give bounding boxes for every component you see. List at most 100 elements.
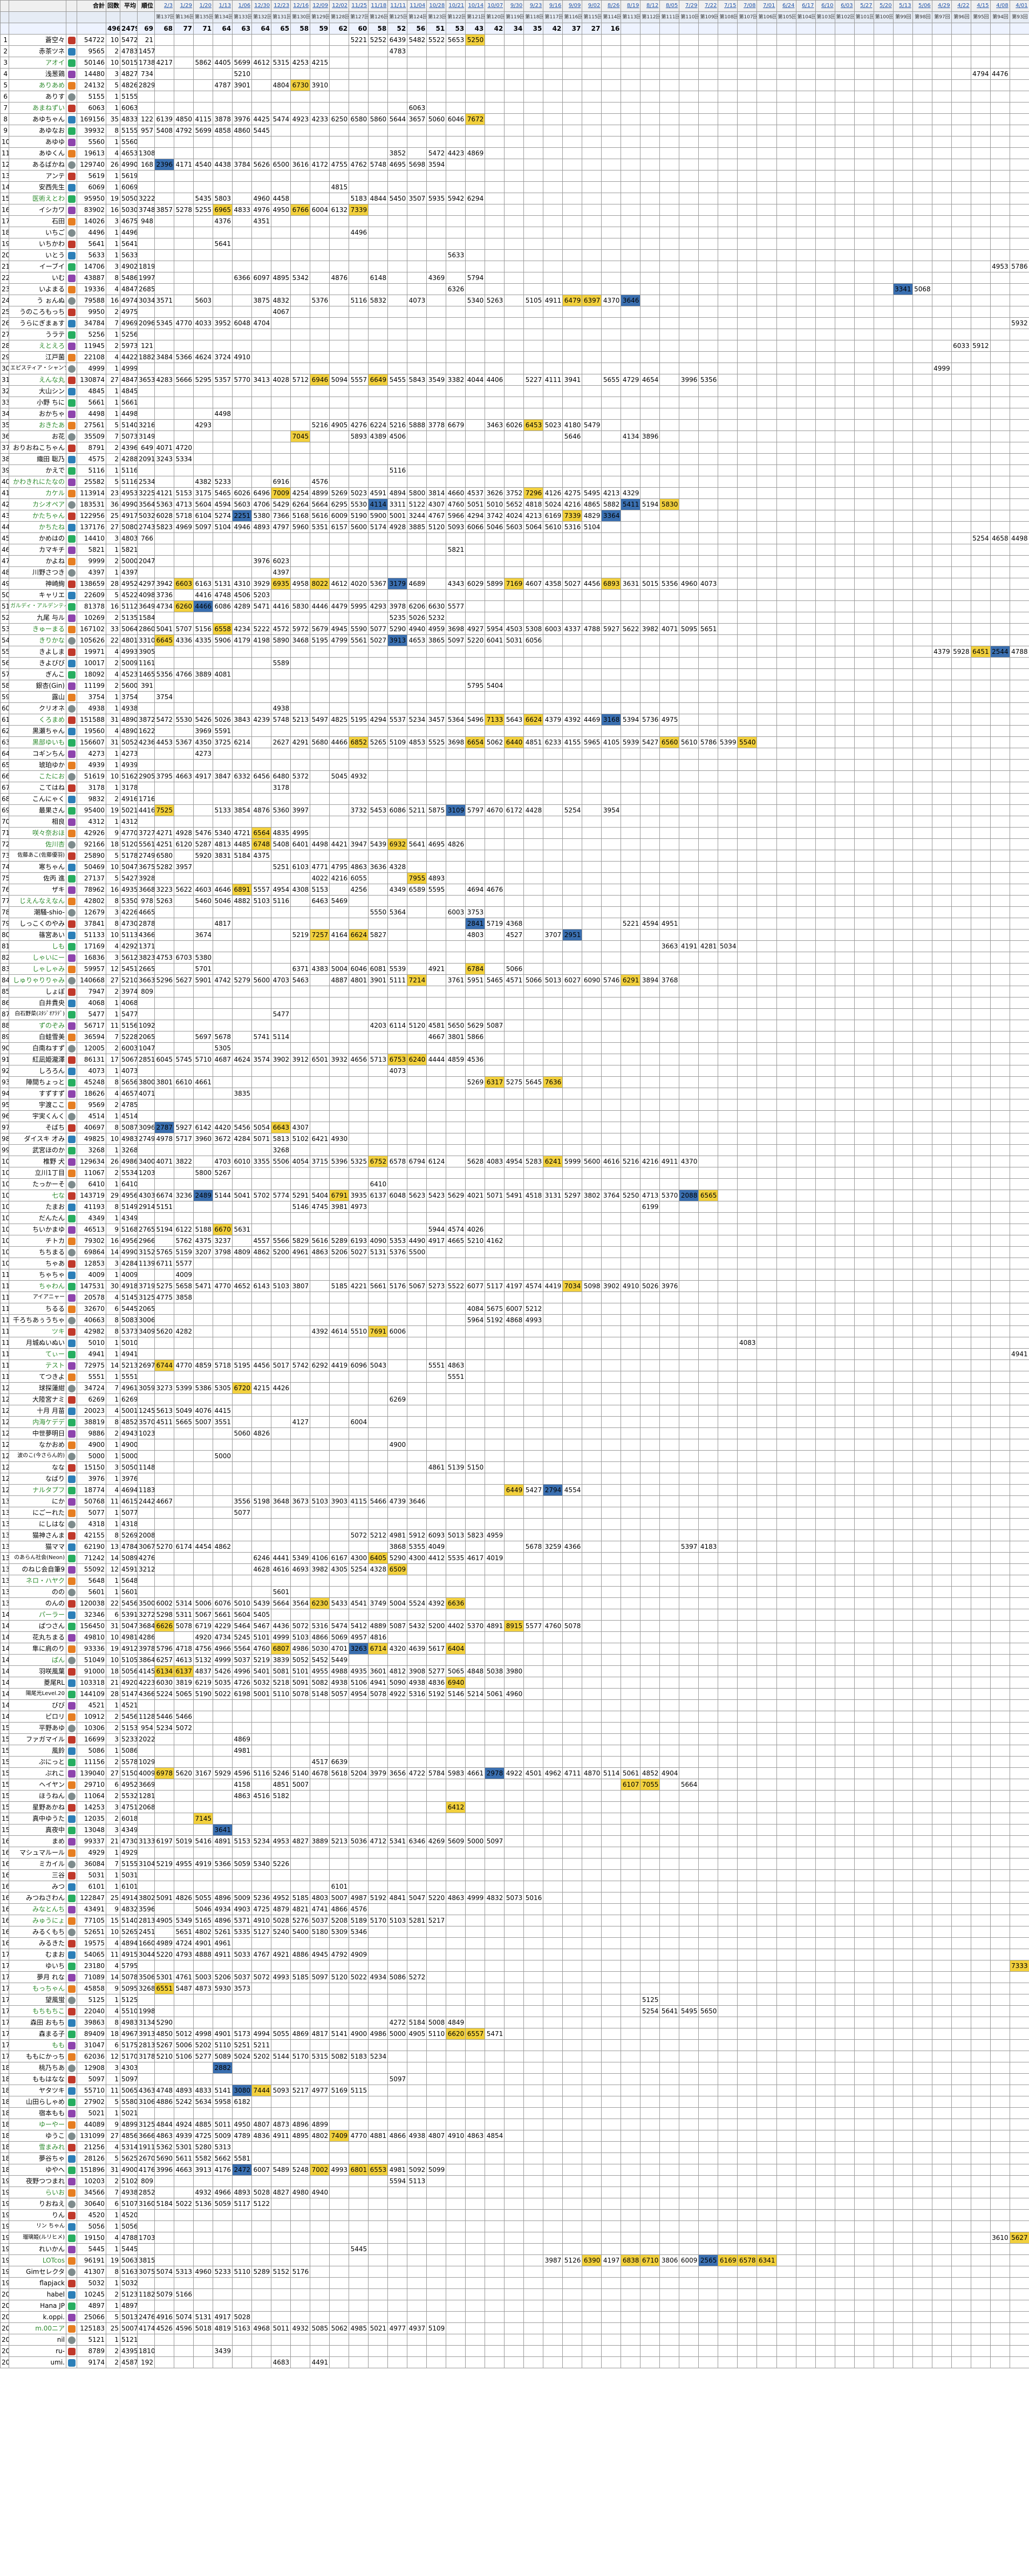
table-row[interactable]: 31えんな丸1308742748473653428356665295535757… <box>0 374 1029 386</box>
table-row[interactable]: 72佐川杏92166185120556142516120528748134485… <box>0 838 1029 850</box>
table-row[interactable]: 60クリオネ4938149384938 <box>0 702 1029 714</box>
table-row[interactable]: 77じえんなえなん4280285350978526354605046488251… <box>0 895 1029 907</box>
table-row[interactable]: 9 あゆなお 39932 8 5155 957 5408 4792 5699 4858 4860 54… <box>0 125 1029 136</box>
table-row[interactable]: 76ザキ789621649353668322356224603464668915… <box>0 884 1029 896</box>
table-row[interactable]: 57ぎんこ180924452314655356476638894081 <box>0 668 1029 680</box>
table-row[interactable]: 25うのころもっち9950249754067 <box>0 306 1029 318</box>
table-row[interactable]: 26うらにぎまぁす3478474969209653454770403339526… <box>0 317 1029 329</box>
table-row[interactable]: 48川野さつき4397143974397 <box>0 566 1029 578</box>
table-row[interactable]: 11あゆくん196134465313083852547244234869 <box>0 147 1029 159</box>
table-row[interactable]: 89白蛙雪美3659475228206556975678574151144667… <box>0 1031 1029 1043</box>
table-row[interactable]: 22いむ438878548619976366609748955342487661… <box>0 272 1029 284</box>
table-row[interactable]: 32大山シン484514845 <box>0 385 1029 397</box>
table-row[interactable]: 16イシカワ8390216503037483857527852556965483… <box>0 204 1029 216</box>
date-link[interactable]: 9/16 <box>543 0 563 12</box>
table-row[interactable]: 61くろまめ1515883148903872547255305426502638… <box>0 714 1029 726</box>
table-row[interactable]: 85しょぼ794723974809 <box>0 986 1029 997</box>
table-row[interactable]: 36お花355097507331497045589343894506564641… <box>0 431 1029 442</box>
table-row[interactable]: 23いよまる19336448472685632633415068 <box>0 283 1029 295</box>
table-row[interactable]: 13アンテ561915619 <box>0 170 1029 182</box>
table-row[interactable]: 10あゆゆ556015560 <box>0 136 1029 148</box>
date-link[interactable]: 12/30 <box>251 0 272 12</box>
table-row[interactable]: 66こたにお5161910516229053795466349173847633… <box>0 770 1029 782</box>
date-link[interactable]: 5/13 <box>892 0 913 12</box>
table-row[interactable]: 40かわきれにたなの255825511625344382523369164576 <box>0 476 1029 488</box>
date-link[interactable]: 1/13 <box>213 0 233 12</box>
date-link[interactable]: 9/23 <box>523 0 544 12</box>
table-row[interactable]: 55きよしま1997144993390543795928645125444788 <box>0 646 1029 658</box>
table-row[interactable]: 6 ありす 5155 1 5155 <box>0 91 1029 103</box>
table-row[interactable]: 17石田140263467594843764351 <box>0 215 1029 227</box>
table-row[interactable]: 27うラテ525615256 <box>0 329 1029 340</box>
date-link[interactable]: 7/22 <box>698 0 719 12</box>
table-row[interactable]: 54きりかな1056262248013310664543364335590641… <box>0 634 1029 646</box>
table-row[interactable]: 82しゃいにー16836356123823475367035380 <box>0 952 1029 964</box>
table-row[interactable]: 19いちかわ5641156415641 <box>0 238 1029 250</box>
table-row[interactable]: 74寒ちゃん5046910504736755282395752516103477… <box>0 861 1029 873</box>
table-row[interactable]: 67こてはね3178131783178 <box>0 782 1029 794</box>
table-row[interactable]: 43かたちゃん122956254917503260285718610452742… <box>0 510 1029 522</box>
date-link[interactable]: 6/24 <box>776 0 796 12</box>
table-row[interactable]: 70相良431214312 <box>0 816 1029 828</box>
date-link[interactable]: 1/06 <box>232 0 253 12</box>
date-link[interactable]: 10/07 <box>485 0 505 12</box>
table-row[interactable]: 53きゅーまる167102335064286050415707515665584… <box>0 623 1029 635</box>
date-link[interactable]: 9/30 <box>504 0 524 12</box>
date-link[interactable]: 10/14 <box>465 0 486 12</box>
table-row[interactable]: 80篠宮あい5113310511343663674521972574164662… <box>0 929 1029 941</box>
date-link[interactable]: 1/20 <box>193 0 214 12</box>
table-row[interactable]: 83しゃしゃみ599571254512665570163714383500460… <box>0 963 1029 975</box>
date-link[interactable]: 4/29 <box>931 0 952 12</box>
table-row[interactable]: 12あるばかね129740264990168239641714540443837… <box>0 159 1029 170</box>
table-row[interactable]: 3 アオイ 50146 10 5015 1738 4217 5862 4405 5699 4612 5… <box>0 57 1029 69</box>
table-row[interactable]: 14安西先生6069160694815 <box>0 181 1029 193</box>
table-row[interactable]: 18いちご4496144964496 <box>0 227 1029 238</box>
table-row[interactable]: 35おきたあ2756155140321642935216490542766224… <box>0 419 1029 431</box>
date-link[interactable]: 1/29 <box>174 0 194 12</box>
date-link[interactable]: 7/15 <box>718 0 738 12</box>
table-row[interactable]: 46カマキチ5821158215821 <box>0 544 1029 556</box>
table-row[interactable]: 51ガルディ・アルデンティ813781651123649473462604466… <box>0 600 1029 612</box>
date-link[interactable]: 4/08 <box>990 0 1010 12</box>
table-row[interactable]: 79しっこくのやみ3784184730287848172841571943685… <box>0 918 1029 930</box>
table-row[interactable]: 50キャリエ2260954522409837364416474845065203 <box>0 589 1029 601</box>
date-link[interactable]: 5/27 <box>854 0 874 12</box>
date-link[interactable]: 10/28 <box>426 0 447 12</box>
date-link[interactable]: 9/02 <box>582 0 602 12</box>
date-link[interactable]: 6/17 <box>795 0 816 12</box>
table-row[interactable]: 63黒部ゆいも156607315052423644535367435037256… <box>0 736 1029 748</box>
date-link[interactable]: 7/08 <box>737 0 758 12</box>
date-link[interactable]: 11/11 <box>387 0 408 12</box>
table-row[interactable]: 88ずのぞみ5671711515610924203611451204581565… <box>0 1020 1029 1031</box>
table-row[interactable]: 56きよびび100172500911615589 <box>0 657 1029 669</box>
table-row[interactable]: 68こんにゃく9832249161716 <box>0 793 1029 805</box>
table-row[interactable]: 37おりおねこちゃん87912439664940714720 <box>0 442 1029 454</box>
date-link[interactable]: 10/21 <box>446 0 466 12</box>
date-link[interactable]: 11/25 <box>349 0 369 12</box>
table-row[interactable]: 81しも171694429213713663419142815034 <box>0 940 1029 952</box>
table-row[interactable]: 21イーブイ1470634902181949535786 <box>0 261 1029 272</box>
date-link[interactable]: 8/05 <box>659 0 680 12</box>
table-row[interactable]: 65琥珀ゆか493914939 <box>0 759 1029 771</box>
table-row[interactable]: 71咲々奈おほ429269477037274271492854765340472… <box>0 827 1029 839</box>
date-link[interactable]: 12/23 <box>271 0 291 12</box>
table-row[interactable]: 1 蒼空々 54722 10 5472 21 5221 5252 6439 5482 5522 565… <box>0 34 1029 46</box>
table-row[interactable]: 69最果さん9540019502144167525513338544876536… <box>0 804 1029 816</box>
date-link[interactable]: 8/26 <box>601 0 622 12</box>
date-link[interactable]: 12/09 <box>310 0 330 12</box>
table-row[interactable]: 86白井貴央406814068 <box>0 997 1029 1009</box>
table-row[interactable]: 8 あゆちゃん 169156 35 4833 122 6139 4850 4115 3878 397… <box>0 113 1029 125</box>
date-link[interactable]: 6/10 <box>815 0 835 12</box>
table-row[interactable]: 73佐藤あこ(佐藤優羽)2589055178274965805920383151… <box>0 850 1029 862</box>
date-link[interactable]: 11/04 <box>407 0 427 12</box>
table-row[interactable]: 20いとう5633156335633 <box>0 249 1029 261</box>
table-row[interactable]: 39かえで5116151165116 <box>0 464 1029 476</box>
date-link[interactable]: 4/22 <box>951 0 971 12</box>
table-row[interactable]: 15医術えとわ959501950503222543558034960445851… <box>0 193 1029 204</box>
table-row[interactable]: 30エピスティア・シャンソン4999149994999 <box>0 363 1029 374</box>
